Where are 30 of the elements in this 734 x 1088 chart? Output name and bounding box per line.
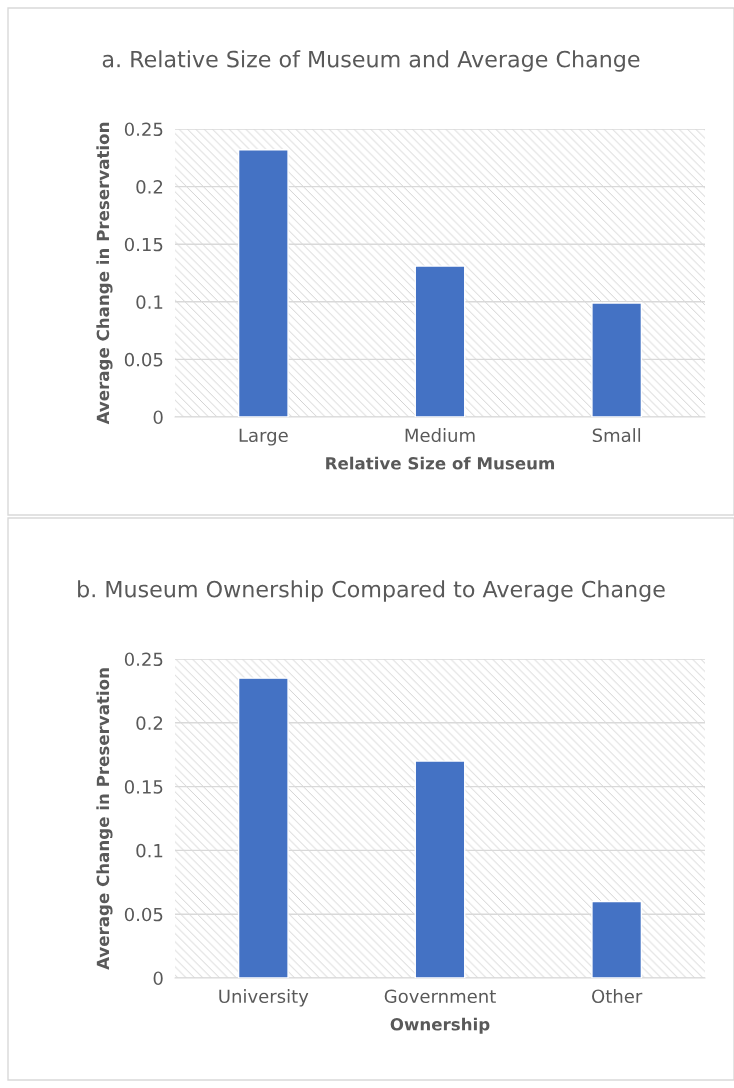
bar (414, 760, 466, 978)
y-tick-label: 0.1 (136, 295, 163, 309)
chart-title: a. Relative Size of Museum and Average Change (102, 50, 640, 72)
bar (237, 149, 289, 417)
x-tick-label: Other (592, 989, 643, 1004)
bar (237, 677, 289, 978)
y-tick-label: 0.25 (124, 122, 163, 137)
chart-title: b. Museum Ownership Compared to Average Change (78, 580, 665, 602)
y-tick-label: 0.05 (124, 352, 163, 367)
y-tick-label: 0.25 (124, 652, 163, 667)
y-axis-title: Average Change in Preservation (96, 668, 113, 970)
y-tick-label: 0.2 (136, 180, 163, 194)
bar (591, 302, 643, 417)
y-tick-label: 0.15 (124, 237, 163, 252)
y-tick-label: 0.05 (124, 907, 163, 922)
x-axis-title: Ownership (390, 1017, 490, 1034)
y-axis-title: Average Change in Preservation (96, 122, 113, 425)
x-axis-title: Relative Size of Museum (326, 456, 555, 470)
x-tick-label: Medium (405, 428, 475, 443)
y-tick-label: 0.15 (124, 780, 163, 794)
x-tick-label: Government (384, 989, 496, 1004)
bar (591, 900, 643, 978)
y-tick-label: 0.2 (136, 716, 163, 730)
x-tick-label: University (219, 989, 309, 1007)
x-tick-label: Small (592, 428, 641, 443)
bar (414, 265, 466, 417)
y-tick-label: 0.1 (136, 843, 163, 858)
y-tick-label: 0 (153, 410, 163, 425)
y-tick-label: 0 (153, 971, 163, 986)
x-tick-label: Large (239, 428, 288, 446)
